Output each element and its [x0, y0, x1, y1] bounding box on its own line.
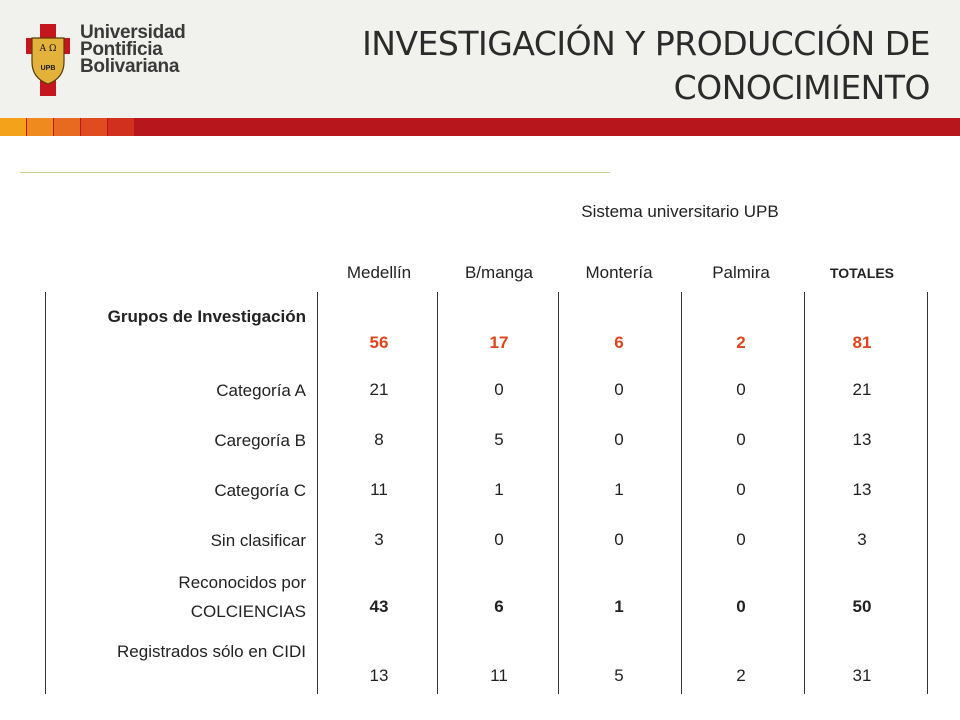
- table-cell: 0: [736, 597, 746, 616]
- accent-square-4: [81, 118, 107, 136]
- column-divider: [681, 292, 682, 694]
- table-cell: 13: [852, 430, 872, 449]
- table-cell: 0: [736, 480, 746, 499]
- row-label: Caregoría B: [214, 431, 306, 450]
- row-label: Reconocidos por COLCIENCIAS: [178, 573, 306, 621]
- table-cell: 13: [369, 666, 389, 685]
- table-cell: 0: [494, 380, 504, 399]
- row-label: Sin clasificar: [210, 531, 306, 550]
- table-cell: 0: [736, 380, 746, 399]
- column-header: TOTALES: [829, 265, 895, 281]
- table-cell: 1: [494, 480, 504, 499]
- table-cell: 3: [857, 530, 867, 549]
- table-cell: 0: [736, 430, 746, 449]
- row-label: Grupos de Investigación: [107, 307, 306, 326]
- table-cell: 13: [852, 480, 872, 499]
- column-divider: [558, 292, 559, 694]
- table-cell: 56: [369, 333, 389, 352]
- slide-header: A Ω UPB Universidad Pontificia Bolivaria…: [0, 0, 960, 118]
- table-cell: 1: [614, 480, 624, 499]
- table-cell: 31: [852, 666, 872, 685]
- table-cell: 81: [852, 333, 872, 352]
- table-cell: 0: [494, 530, 504, 549]
- logo-line-1: Universidad: [80, 22, 186, 43]
- row-label: Categoría A: [216, 381, 306, 400]
- shield-top-text: A Ω: [39, 44, 57, 54]
- title-line-2: CONOCIMIENTO: [673, 68, 931, 107]
- column-divider: [317, 292, 318, 694]
- table-cell: 11: [370, 480, 388, 499]
- row-label: Registrados sólo en CIDI: [117, 642, 306, 661]
- column-header: Medellín: [346, 263, 412, 282]
- column-header: Palmira: [712, 263, 770, 282]
- table-cell: 21: [369, 380, 389, 399]
- column-header: B/manga: [464, 263, 534, 282]
- table-cell: 6: [614, 333, 624, 352]
- column-header: Montería: [585, 263, 653, 282]
- table-cell: 5: [494, 430, 504, 449]
- table-cell: 2: [736, 333, 746, 352]
- slide-title: INVESTIGACIÓN Y PRODUCCIÓN DE CONOCIMIEN…: [290, 22, 930, 110]
- table-cell: 8: [374, 430, 384, 449]
- column-divider: [437, 292, 438, 694]
- accent-square-3: [54, 118, 80, 136]
- table-cell: 0: [614, 380, 624, 399]
- table-cell: 6: [494, 597, 504, 616]
- shield-bottom-text: UPB: [41, 65, 56, 72]
- divider-line: [20, 172, 610, 173]
- accent-square-1: [0, 118, 26, 136]
- table-cell: 43: [369, 597, 389, 616]
- column-divider: [804, 292, 805, 694]
- title-line-1: INVESTIGACIÓN Y PRODUCCIÓN DE: [362, 24, 930, 63]
- column-divider: [45, 292, 46, 694]
- accent-square-5: [108, 118, 134, 136]
- table-caption: Sistema universitario UPB: [581, 202, 779, 221]
- table-cell: 21: [852, 380, 872, 399]
- table-cell: 0: [614, 430, 624, 449]
- red-band: [0, 118, 960, 136]
- table-cell: 1: [614, 597, 624, 616]
- table-cell: 3: [374, 530, 384, 549]
- logo-wordmark: Universidad Pontificia Bolivariana: [80, 22, 186, 77]
- accent-square-2: [27, 118, 53, 136]
- university-logo: A Ω UPB: [26, 24, 70, 96]
- table-cell: 0: [736, 530, 746, 549]
- shield-shape: [31, 37, 65, 85]
- column-divider: [927, 292, 928, 694]
- table-cell: 50: [852, 597, 872, 616]
- table-cell: 0: [614, 530, 624, 549]
- logo-line-3: Bolivariana: [80, 56, 180, 77]
- logo-line-2: Pontificia: [80, 39, 163, 60]
- table-cell: 11: [490, 666, 508, 685]
- row-label: Categoría C: [214, 481, 306, 500]
- table-cell: 5: [614, 666, 624, 685]
- table-cell: 17: [489, 333, 509, 352]
- table-cell: 2: [736, 666, 746, 685]
